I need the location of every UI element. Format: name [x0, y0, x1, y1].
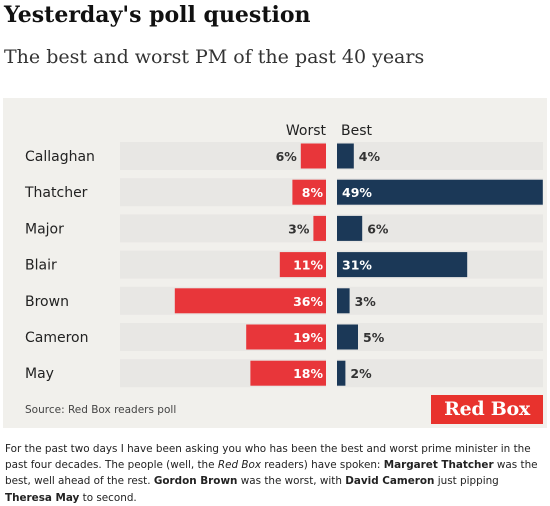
row-band-left — [120, 214, 326, 243]
value-label-best: 3% — [355, 294, 377, 309]
bar-best — [337, 360, 346, 386]
value-label-worst: 36% — [293, 294, 323, 309]
caption-text: was the best, well ahead of the rest. — [5, 459, 538, 488]
value-label-best: 2% — [350, 366, 372, 381]
value-label-worst: 11% — [293, 258, 323, 273]
value-label-worst: 3% — [288, 221, 310, 236]
value-label-worst: 18% — [293, 366, 323, 381]
bar-best — [337, 143, 354, 169]
value-label-worst: 6% — [276, 149, 298, 164]
page-title: Yesterday's poll question — [4, 2, 311, 28]
bar-worst — [292, 179, 326, 205]
legend-best: Best — [341, 123, 373, 139]
row-band-left — [120, 142, 326, 170]
category-label: Brown — [25, 294, 69, 310]
category-label: Cameron — [25, 330, 89, 346]
category-label: Callaghan — [25, 149, 95, 165]
article-caption: For the past two days I have been asking… — [5, 441, 547, 506]
caption-text: was the worst, with — [237, 475, 346, 488]
caption-brown: Gordon Brown — [153, 475, 238, 488]
row-band-right — [337, 142, 543, 170]
legend-worst: Worst — [286, 123, 327, 139]
poll-bar-chart: Worst Best Callaghan 6% 4% Thatcher 8% 49% Majo… — [24, 123, 543, 416]
value-label-best: 6% — [367, 221, 389, 236]
bar-best — [337, 252, 468, 278]
category-label: Blair — [25, 258, 57, 274]
bar-best — [337, 288, 350, 314]
chart-panel: Worst Best Callaghan 6% 4% Thatcher 8% 49% Majo… — [3, 98, 547, 428]
chart-bars: Callaghan 6% 4% Thatcher 8% 49% Major 3% 6% Blair… — [24, 142, 543, 388]
caption-red-box: Red Box — [217, 459, 261, 472]
bar-best — [337, 179, 543, 205]
chart-source: Source: Red Box readers poll — [25, 404, 176, 416]
caption-text: For the past two days I have been asking… — [5, 443, 531, 472]
bar-worst — [279, 252, 326, 278]
caption-text: readers) have spoken: — [261, 459, 384, 472]
caption-thatcher: Margaret Thatcher — [383, 459, 494, 472]
chart-legend: Worst Best — [286, 123, 373, 139]
bar-worst — [313, 215, 326, 241]
caption-text: just pipping — [434, 475, 499, 488]
bar-worst — [250, 360, 326, 386]
category-label: Thatcher — [24, 185, 88, 201]
bar-best — [337, 215, 363, 241]
page-subtitle: The best and worst PM of the past 40 yea… — [4, 46, 425, 68]
row-band-right — [337, 323, 543, 351]
caption-text: to second. — [79, 491, 137, 504]
caption-cameron: David Cameron — [345, 475, 435, 488]
caption-may: Theresa May — [5, 491, 80, 504]
value-label-worst: 8% — [302, 185, 324, 200]
row-band-left — [120, 178, 326, 207]
category-label: Major — [25, 221, 64, 237]
bar-worst — [300, 143, 326, 169]
value-label-best: 5% — [363, 330, 385, 345]
row-band-right — [337, 286, 543, 315]
bar-worst — [246, 324, 326, 350]
category-label: May — [25, 366, 54, 382]
bar-best — [337, 324, 358, 350]
value-label-best: 49% — [342, 185, 372, 200]
bar-worst — [174, 288, 326, 314]
value-label-worst: 19% — [293, 330, 323, 345]
red-box-logo: Red Box — [431, 395, 543, 424]
value-label-best: 31% — [342, 258, 372, 273]
value-label-best: 4% — [359, 149, 381, 164]
row-band-right — [337, 214, 543, 243]
row-band-right — [337, 359, 543, 388]
